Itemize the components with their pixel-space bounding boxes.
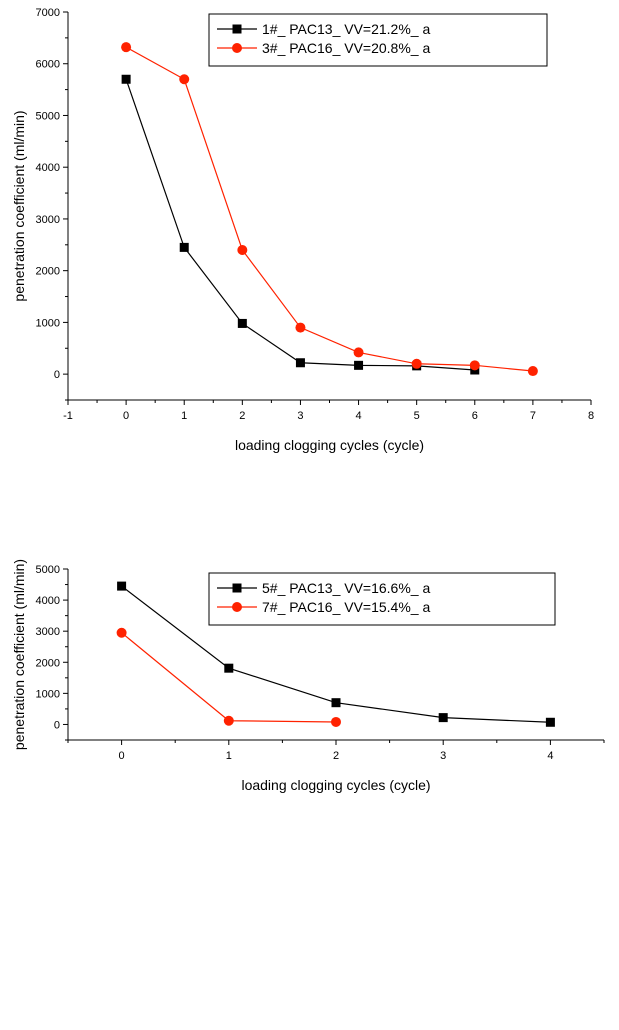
series-2-point (116, 627, 127, 638)
x-tick-label: 8 (588, 410, 594, 422)
x-tick-label: 4 (547, 750, 553, 762)
x-tick-label: 7 (530, 410, 536, 422)
y-axis-title: penetration coefficient (ml/min) (11, 110, 27, 301)
legend-marker-2 (232, 602, 242, 612)
series-2-line (125, 46, 533, 372)
series-1-point (438, 713, 448, 723)
x-tick-label: 3 (440, 750, 446, 762)
series-2-point (295, 322, 306, 333)
series-2-point (121, 42, 132, 53)
series-2-point (411, 358, 422, 369)
legend-box (208, 572, 556, 626)
legend-box (208, 13, 548, 67)
y-tick-label: 6000 (36, 59, 60, 71)
x-tick-label: 3 (297, 410, 303, 422)
series-1-point (545, 717, 555, 727)
series-1-point (295, 358, 305, 368)
x-tick-label: 0 (123, 410, 129, 422)
x-tick-label: 6 (472, 410, 478, 422)
series-1-point (237, 318, 247, 328)
legend-label-1: 5#_ PAC13_ VV=16.6%_ a (262, 580, 430, 596)
y-tick-label: 3000 (36, 214, 60, 226)
x-tick-label: 4 (355, 410, 361, 422)
y-tick-label: 0 (54, 369, 60, 381)
x-tick-label: 5 (414, 410, 420, 422)
x-tick-label: 0 (119, 750, 125, 762)
series-2-point (527, 366, 538, 377)
series-1-point (121, 74, 131, 84)
y-tick-label: 4000 (36, 162, 60, 174)
legend-marker-2 (232, 43, 242, 53)
legend-marker-1 (232, 24, 242, 34)
series-2-point (353, 347, 364, 358)
y-tick-label: 0 (54, 719, 60, 731)
x-tick-label: 2 (333, 750, 339, 762)
x-axis-title: loading clogging cycles (cycle) (235, 437, 424, 453)
series-2-line (121, 632, 337, 723)
series-1-point (331, 698, 341, 708)
series-2-point (469, 360, 480, 371)
y-tick-label: 5000 (36, 110, 60, 122)
series-2-point (223, 715, 234, 726)
x-tick-label: -1 (63, 410, 73, 422)
chart-1: 0 1000 2000 3000 4000 5000 6000 7000 -1 0 1 2 3 4 5 6 7 8… (11, 7, 594, 453)
x-tick-label: 1 (226, 750, 232, 762)
series-1-point (224, 663, 234, 673)
legend-label-2: 3#_ PAC16_ VV=20.8%_ a (262, 40, 430, 56)
series-2-point (179, 74, 190, 85)
series-1-point (354, 360, 364, 370)
y-tick-label: 2000 (36, 266, 60, 278)
y-tick-label: 4000 (36, 595, 60, 607)
series-2-point (331, 716, 341, 727)
series-1-point (117, 581, 127, 591)
x-tick-label: 2 (239, 410, 245, 422)
chart-2: 0 1000 2000 3000 4000 5000 0 1 2 3 4 loading cloggi… (11, 559, 605, 793)
y-tick-label: 2000 (36, 657, 60, 669)
y-tick-label: 1000 (36, 688, 60, 700)
series-2-point (237, 244, 248, 255)
y-tick-label: 3000 (36, 626, 60, 638)
y-tick-label: 7000 (36, 7, 60, 19)
legend-label-2: 7#_ PAC16_ VV=15.4%_ a (262, 599, 430, 615)
y-axis-title: penetration coefficient (ml/min) (11, 559, 27, 750)
x-tick-label: 1 (181, 410, 187, 422)
y-tick-label: 1000 (36, 317, 60, 329)
series-1-point (179, 242, 189, 252)
y-tick-label: 5000 (36, 564, 60, 576)
legend-label-1: 1#_ PAC13_ VV=21.2%_ a (262, 21, 430, 37)
x-axis-title: loading clogging cycles (cycle) (241, 777, 430, 793)
legend-marker-1 (232, 583, 242, 593)
